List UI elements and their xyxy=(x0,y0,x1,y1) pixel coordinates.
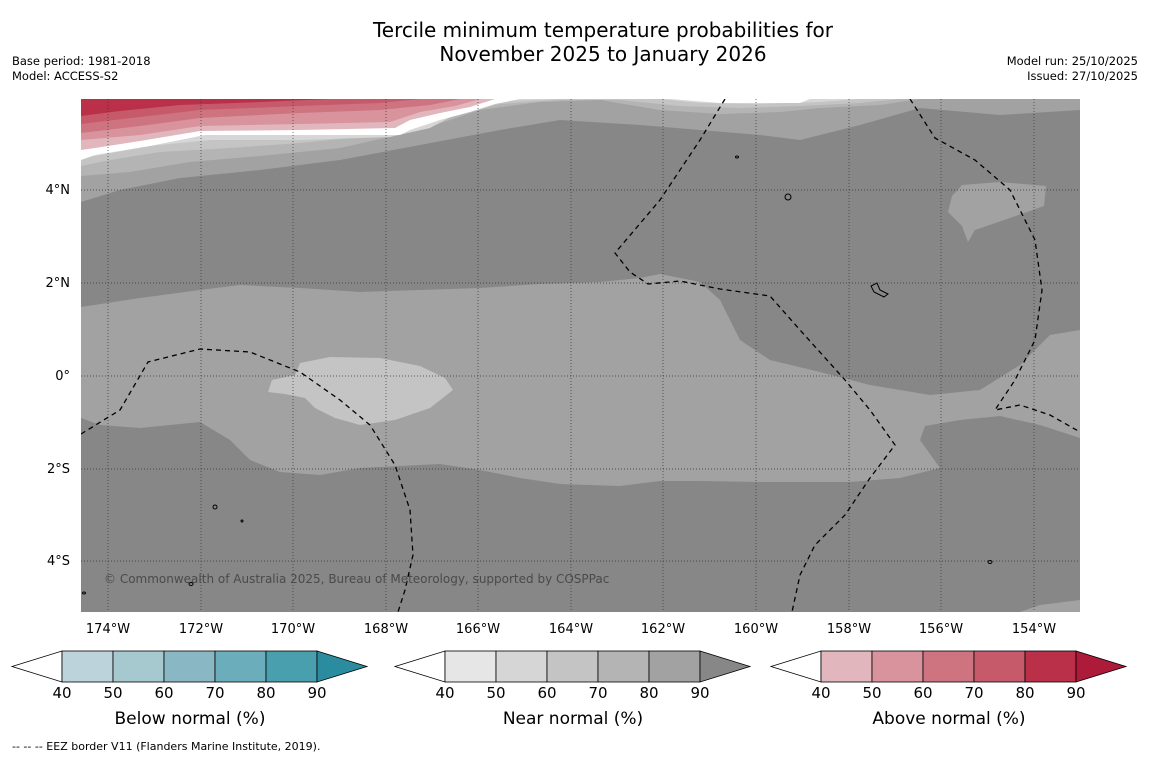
lon-label-158w: 158°W xyxy=(826,622,872,637)
model-name: Model: ACCESS-S2 xyxy=(12,69,119,83)
lat-label-2s: 2°S xyxy=(46,462,70,477)
title-line-2: November 2025 to January 2026 xyxy=(439,42,767,66)
colorbar-below-low-extend xyxy=(10,650,63,683)
eez-legend-footer: -- -- -- EEZ border V11 (Flanders Marine… xyxy=(12,740,321,753)
lon-label-168w: 168°W xyxy=(363,622,409,637)
colorbar-below-tick-90: 90 xyxy=(307,684,327,702)
colorbar-above-tick-60: 60 xyxy=(913,684,933,702)
meta-right: Model run: 25/10/2025 Issued: 27/10/2025 xyxy=(1007,54,1138,84)
colorbar-title-below: Below normal (%) xyxy=(114,709,266,729)
colorbar-below-tick-70: 70 xyxy=(205,684,225,702)
lon-label-160w: 160°W xyxy=(733,622,779,637)
colorbar-below-tick-50: 50 xyxy=(103,684,123,702)
colorbar-below-tick-40: 40 xyxy=(52,684,72,702)
map-area xyxy=(81,99,1080,612)
chart-title: Tercile minimum temperature probabilitie… xyxy=(0,18,1150,66)
colorbar-above-bin-4 xyxy=(1024,650,1077,683)
copyright-note: © Commonwealth of Australia 2025, Bureau… xyxy=(104,572,610,586)
lat-label-4n: 4°N xyxy=(45,183,71,198)
colorbar-near-tick-70: 70 xyxy=(588,684,608,702)
colorbar-above-tick-80: 80 xyxy=(1015,684,1035,702)
title-line-1: Tercile minimum temperature probabilitie… xyxy=(372,18,834,42)
lat-label-4s: 4°S xyxy=(46,554,70,569)
colorbar-below-high-extend xyxy=(316,650,369,683)
colorbar-above-tick-70: 70 xyxy=(964,684,984,702)
lat-label-2n: 2°N xyxy=(45,276,71,291)
colorbar-below-tick-60: 60 xyxy=(154,684,174,702)
south-east-sliver xyxy=(1020,600,1080,612)
equatorial-blob-70 xyxy=(268,357,453,425)
issued-date: Issued: 27/10/2025 xyxy=(1027,69,1138,83)
colorbar-near-tick-50: 50 xyxy=(486,684,506,702)
colorbar-below-bin-2 xyxy=(163,650,216,683)
colorbar-near-bin-0 xyxy=(444,650,497,683)
colorbar-below-bin-0 xyxy=(61,650,114,683)
lon-label-172w: 172°W xyxy=(178,622,224,637)
colorbar-above-bin-2 xyxy=(922,650,975,683)
colorbar-above-high-extend xyxy=(1075,650,1128,683)
light-blob-east xyxy=(948,182,1046,242)
meta-left: Base period: 1981-2018 Model: ACCESS-S2 xyxy=(12,54,151,84)
colorbar-above-low-extend xyxy=(769,650,822,683)
colorbar-above-tick-40: 40 xyxy=(811,684,831,702)
lon-label-174w: 174°W xyxy=(85,622,131,637)
colorbar-near-tick-40: 40 xyxy=(435,684,455,702)
eez-borders xyxy=(81,99,1080,612)
lon-label-154w: 154°W xyxy=(1011,622,1057,637)
islands xyxy=(82,155,993,595)
lon-label-166w: 166°W xyxy=(455,622,501,637)
model-run: Model run: 25/10/2025 xyxy=(1006,54,1138,68)
lat-label-0: 0° xyxy=(55,369,70,384)
colorbar-near-tick-80: 80 xyxy=(639,684,659,702)
colorbar-near-tick-90: 90 xyxy=(690,684,710,702)
colorbar-below-bin-4 xyxy=(265,650,318,683)
above-normal-90 xyxy=(81,99,330,116)
colorbar-above-tick-90: 90 xyxy=(1066,684,1086,702)
colorbar-title-above: Above normal (%) xyxy=(872,709,1026,729)
lon-label-164w: 164°W xyxy=(548,622,594,637)
colorbar-below-bin-3 xyxy=(214,650,267,683)
colorbar-near-bin-1 xyxy=(495,650,548,683)
colorbar-above-bin-0 xyxy=(820,650,873,683)
colorbar-near-bin-4 xyxy=(648,650,701,683)
colorbar-near-bin-3 xyxy=(597,650,650,683)
colorbar-below-tick-80: 80 xyxy=(256,684,276,702)
base-period: Base period: 1981-2018 xyxy=(12,54,151,68)
colorbar-near-low-extend xyxy=(393,650,446,683)
colorbar-near-tick-60: 60 xyxy=(537,684,557,702)
lon-label-162w: 162°W xyxy=(640,622,686,637)
equatorial-band-80 xyxy=(81,274,1080,486)
colorbar-near-high-extend xyxy=(699,650,752,683)
colorbars xyxy=(10,650,1128,683)
colorbar-above-bin-3 xyxy=(973,650,1026,683)
colorbar-near-bin-2 xyxy=(546,650,599,683)
colorbar-above-bin-1 xyxy=(871,650,924,683)
colorbar-above-tick-50: 50 xyxy=(862,684,882,702)
colorbar-title-near: Near normal (%) xyxy=(502,709,644,729)
lon-label-170w: 170°W xyxy=(270,622,316,637)
colorbar-below-bin-1 xyxy=(112,650,165,683)
lon-label-156w: 156°W xyxy=(918,622,964,637)
